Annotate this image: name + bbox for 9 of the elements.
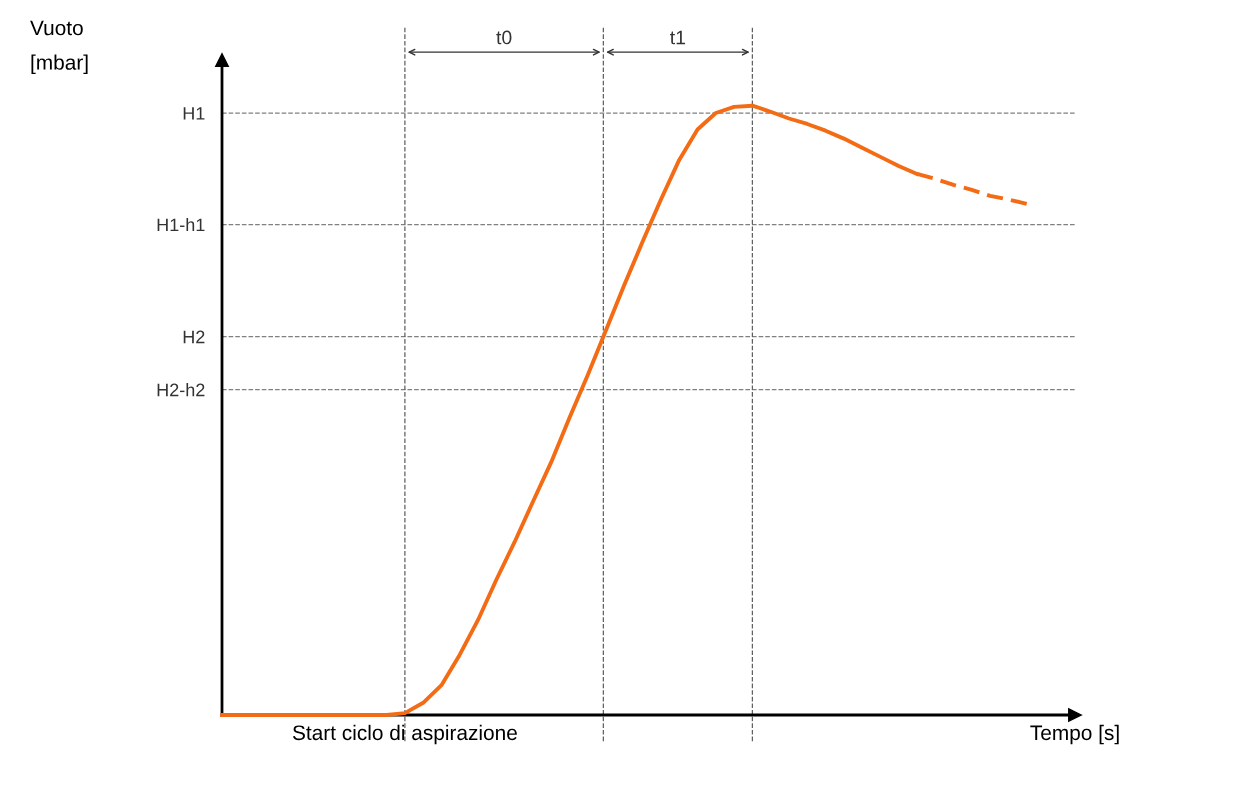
ref-line-label: H1-h1 xyxy=(157,217,205,232)
text: Vuoto [mbar] xyxy=(30,20,88,74)
ref-line-label: H1 xyxy=(183,107,205,120)
ref-line-label: H2 xyxy=(183,330,205,344)
x-axis-title: Tempo [s] xyxy=(1030,724,1119,745)
text: Start ciclo di aspirazione xyxy=(292,724,517,745)
ref-line-label: H2-h2 xyxy=(157,383,205,397)
text: t1 xyxy=(670,30,686,45)
text: t0 xyxy=(496,30,512,45)
